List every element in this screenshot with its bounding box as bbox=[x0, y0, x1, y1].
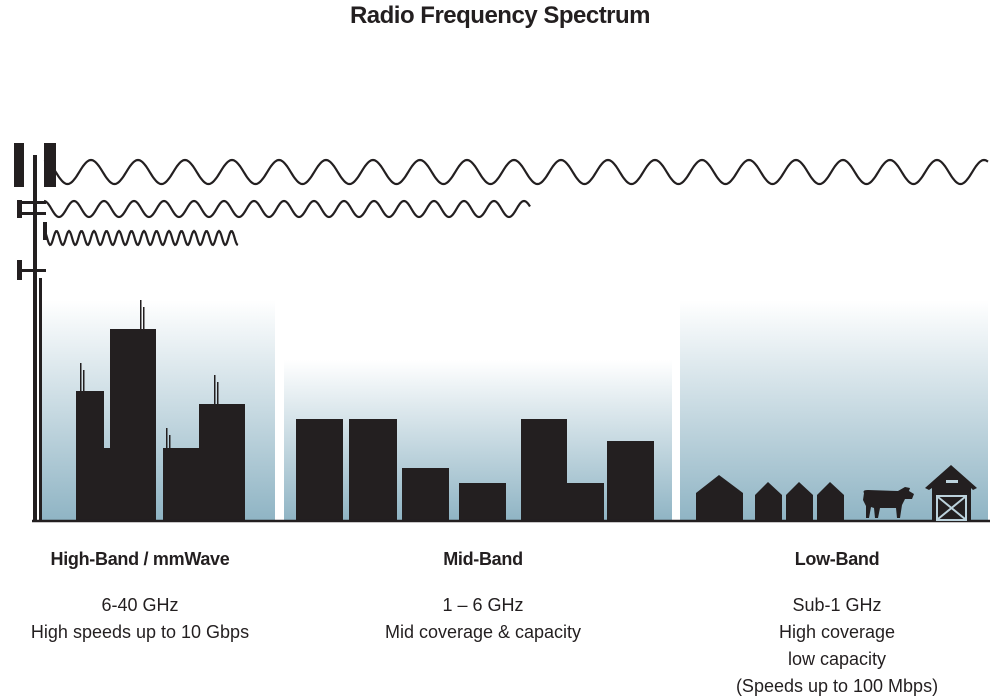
antenna-icon bbox=[214, 375, 216, 404]
high-band-label: High-Band / mmWave 6-40 GHz High speeds … bbox=[0, 549, 290, 646]
antenna-icon bbox=[166, 428, 168, 448]
low-band-wave bbox=[43, 158, 989, 186]
building-icon bbox=[110, 329, 156, 521]
band-description: High speeds up to 10 Gbps bbox=[30, 622, 250, 642]
antenna-icon bbox=[169, 435, 171, 448]
band-description: low capacity bbox=[787, 649, 887, 669]
cell-tower-icon bbox=[14, 143, 56, 521]
band-name: High-Band / mmWave bbox=[50, 549, 230, 569]
building-icon bbox=[104, 448, 112, 521]
band-description: High coverage bbox=[778, 622, 896, 642]
band-description: (Speeds up to 100 Mbps) bbox=[735, 676, 939, 696]
low-band-label: Low-Band Sub-1 GHz High coverage low cap… bbox=[687, 549, 987, 700]
band-name: Low-Band bbox=[794, 549, 880, 569]
building-icon bbox=[459, 483, 506, 521]
building-icon bbox=[163, 448, 199, 521]
building-icon bbox=[76, 391, 104, 521]
building-icon bbox=[199, 404, 245, 521]
barn-icon bbox=[925, 465, 977, 521]
building-icon bbox=[349, 419, 397, 521]
building-icon bbox=[607, 441, 654, 521]
farmhouse-icon bbox=[696, 475, 743, 521]
band-frequency: Sub-1 GHz bbox=[792, 595, 882, 615]
band-frequency: 6-40 GHz bbox=[101, 595, 179, 615]
silo-icon bbox=[755, 482, 782, 521]
antenna-icon bbox=[143, 307, 145, 329]
silo-icon bbox=[817, 482, 844, 521]
building-icon bbox=[521, 419, 567, 521]
building-icon bbox=[567, 483, 604, 521]
band-frequency: 1 – 6 GHz bbox=[442, 595, 524, 615]
antenna-icon bbox=[80, 363, 82, 391]
antenna-icon bbox=[140, 300, 142, 329]
silo-icon bbox=[786, 482, 813, 521]
band-description: Mid coverage & capacity bbox=[384, 622, 582, 642]
antenna-icon bbox=[217, 382, 219, 404]
mid-band-label: Mid-Band 1 – 6 GHz Mid coverage & capaci… bbox=[333, 549, 633, 646]
band-name: Mid-Band bbox=[443, 549, 523, 569]
building-icon bbox=[402, 468, 449, 521]
antenna-icon bbox=[83, 370, 85, 391]
diagram-title: Radio Frequency Spectrum bbox=[349, 2, 651, 29]
high-band-wave bbox=[43, 229, 239, 247]
mid-band-wave bbox=[43, 199, 531, 219]
building-icon bbox=[296, 419, 343, 521]
cow-icon bbox=[863, 487, 914, 518]
